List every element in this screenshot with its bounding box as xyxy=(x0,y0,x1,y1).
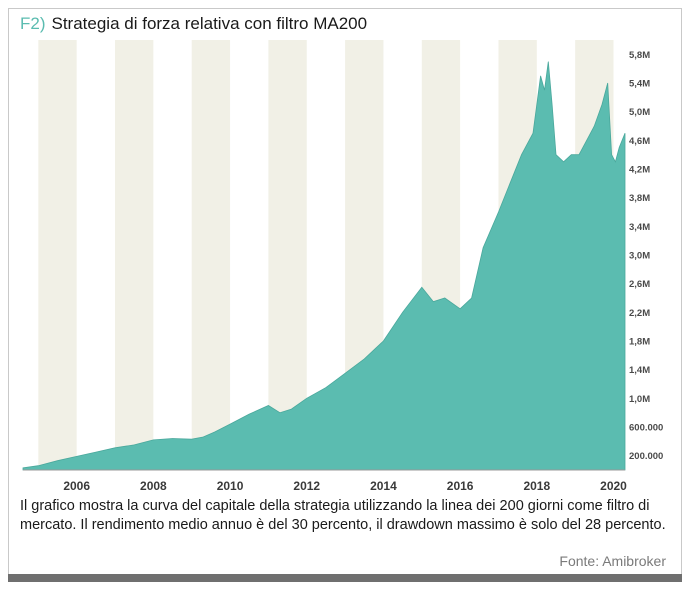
y-tick-label: 3,8M xyxy=(629,193,650,204)
year-band-2011 xyxy=(268,40,307,470)
equity-area xyxy=(22,61,626,471)
y-tick-label: 3,4M xyxy=(629,222,650,233)
x-tick-label: 2018 xyxy=(523,479,550,493)
year-band-2005 xyxy=(38,40,77,470)
y-axis: 200.000 600.000 1,0M 1,4M 1,8M 2,2M 2,6M 3,0M 3,… xyxy=(629,50,663,462)
y-tick-label: 3,0M xyxy=(629,251,650,262)
year-band-2009 xyxy=(191,40,231,470)
figure-caption: Il grafico mostra la curva del capitale … xyxy=(20,498,666,533)
y-tick-label: 5,4M xyxy=(629,79,650,90)
equity-chart: 2006 2008 2010 2012 2014 2016 2018 2020 200.000… xyxy=(22,40,663,493)
y-tick-label: 4,2M xyxy=(629,165,650,176)
y-tick-label: 5,0M xyxy=(629,107,650,118)
y-tick-label: 1,8M xyxy=(629,337,650,348)
figure-title: F2) Strategia di forza relativa con filtr… xyxy=(20,14,367,34)
x-tick-label: 2016 xyxy=(447,479,474,493)
x-tick-label: 2008 xyxy=(140,479,167,493)
y-tick-label: 200.000 xyxy=(629,451,663,462)
bottom-rule xyxy=(8,574,682,582)
y-tick-label: 1,4M xyxy=(629,365,650,376)
figure-title-text: Strategia di forza relativa con filtro M… xyxy=(51,14,368,33)
x-tick-label: 2006 xyxy=(63,479,90,493)
y-tick-label: 2,2M xyxy=(629,308,650,319)
year-band-2007 xyxy=(115,40,154,470)
y-tick-label: 4,6M xyxy=(629,136,650,147)
x-axis: 2006 2008 2010 2012 2014 2016 2018 2020 xyxy=(63,479,627,493)
y-tick-label: 600.000 xyxy=(629,423,663,434)
figure-tag: F2) xyxy=(20,14,46,33)
x-tick-label: 2010 xyxy=(217,479,244,493)
source-note: Fonte: Amibroker xyxy=(559,553,666,569)
x-tick-label: 2014 xyxy=(370,479,397,493)
y-tick-label: 1,0M xyxy=(629,394,650,405)
y-tick-label: 5,8M xyxy=(629,50,650,61)
y-tick-label: 2,6M xyxy=(629,279,650,290)
x-tick-label: 2020 xyxy=(600,479,627,493)
x-tick-label: 2012 xyxy=(293,479,320,493)
